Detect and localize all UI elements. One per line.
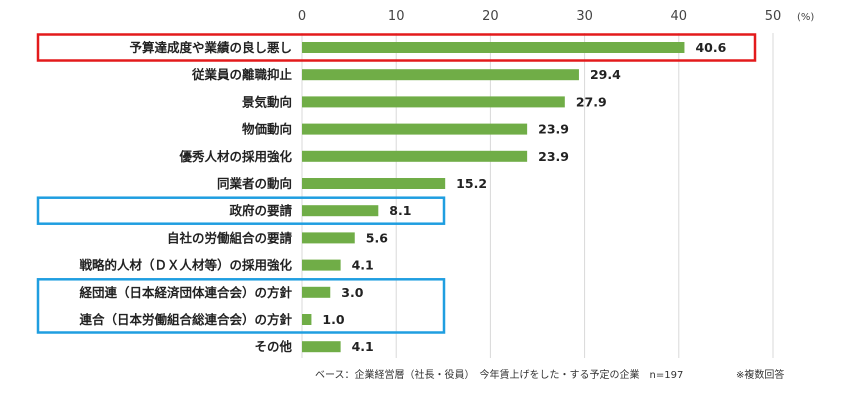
value-label: 15.2: [456, 176, 487, 191]
category-label: 予算達成度や業績の良し悪し: [129, 40, 292, 55]
bar: [302, 341, 341, 353]
highlight-box: [36, 196, 446, 225]
bars: [302, 42, 685, 353]
gridlines: [301, 33, 774, 358]
category-label: 物価動向: [242, 122, 292, 137]
category-label: 戦略的人材（ＤＸ人材等）の採用強化: [79, 258, 292, 273]
bar: [302, 232, 355, 244]
category-label: 優秀人材の採用強化: [178, 149, 292, 164]
x-tick-label: 10: [388, 9, 405, 24]
bar: [302, 150, 528, 162]
value-label: 3.0: [341, 285, 363, 300]
value-label: 4.1: [352, 339, 374, 354]
bar: [302, 69, 579, 81]
bar: [302, 314, 312, 325]
value-label: 8.1: [389, 203, 411, 218]
value-label: 1.0: [322, 312, 344, 327]
value-label: 4.1: [352, 258, 374, 273]
unit-label: (%): [797, 12, 814, 23]
category-label: 連合（日本労働組合総連合会）の方針: [79, 312, 292, 327]
footnote-base: ベース：企業経営層（社長・役員） 今年賃上げをした・する予定の企業 n=197: [315, 368, 683, 381]
highlight-boxes: [36, 33, 757, 334]
bar: [302, 178, 446, 189]
bar: [302, 259, 341, 271]
category-labels: 予算達成度や業績の良し悪し従業員の離職抑止景気動向物価動向優秀人材の採用強化同業…: [79, 40, 292, 354]
highlight-box: [36, 278, 446, 334]
value-label: 23.9: [538, 122, 569, 137]
x-axis-ticks: 0 10 20 30 40 50: [298, 9, 781, 24]
category-label: 政府の要請: [229, 203, 292, 218]
category-label: 景気動向: [242, 94, 292, 109]
value-label: 40.6: [695, 40, 726, 55]
value-labels: 40.6 29.4 27.9 23.9 23.9 15.2 8.15.6 4.1 3.0 1.0 4…: [322, 40, 726, 354]
bar: [302, 42, 685, 53]
bar: [302, 123, 528, 135]
footnote-multiple-answer: ※複数回答: [736, 368, 784, 381]
x-tick-label: 30: [576, 9, 593, 24]
highlight-box: [36, 33, 757, 62]
bar: [302, 286, 331, 298]
value-label: 23.9: [538, 149, 569, 164]
x-tick-label: 0: [298, 9, 306, 24]
value-label: 27.9: [576, 94, 607, 109]
value-label: 5.6: [366, 230, 388, 245]
bar: [302, 205, 379, 217]
x-tick-label: 20: [482, 9, 499, 24]
x-tick-label: 50: [765, 9, 782, 24]
category-label: 経団連（日本経済団体連合会）の方針: [79, 285, 292, 300]
x-tick-label: 40: [671, 9, 688, 24]
value-label: 29.4: [590, 67, 621, 82]
category-label: その他: [254, 339, 292, 354]
category-label: 従業員の離職抑止: [191, 67, 293, 82]
category-label: 同業者の動向: [217, 176, 292, 191]
bar: [302, 96, 565, 108]
category-label: 自社の労働組合の要請: [167, 230, 293, 245]
